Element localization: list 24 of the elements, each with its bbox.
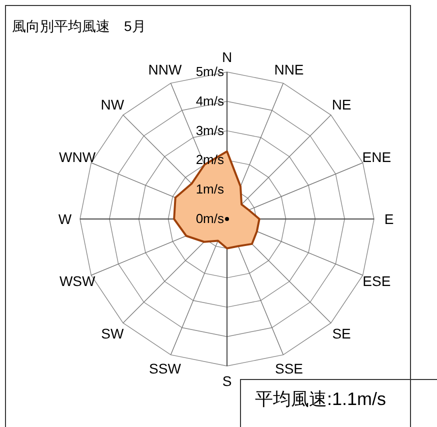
category-label: WSW	[59, 273, 96, 289]
category-label: NE	[332, 96, 352, 112]
category-label: S	[222, 373, 232, 389]
category-label: ESE	[362, 273, 391, 289]
category-label: SSE	[274, 360, 303, 377]
tick-label: 5m/s	[196, 64, 224, 79]
category-label: NW	[100, 96, 124, 112]
category-label: SE	[332, 326, 351, 342]
annotation: 平均風速:1.1m/s	[255, 389, 386, 409]
category-label: ENE	[362, 149, 392, 165]
category-label: N	[222, 49, 232, 65]
category-label: W	[58, 211, 72, 227]
category-label: SSW	[149, 360, 181, 377]
category-label: SW	[101, 326, 124, 342]
category-label: WNW	[59, 149, 96, 165]
category-label: NNE	[274, 61, 304, 78]
tick-label: 0m/s	[196, 211, 224, 226]
tick-label: 2m/s	[196, 152, 224, 168]
tick-label: 1m/s	[196, 182, 224, 197]
tick-label: 3m/s	[196, 122, 224, 138]
category-label: E	[384, 211, 394, 227]
category-label: NNW	[148, 61, 182, 78]
tick-label: 4m/s	[196, 93, 224, 108]
title: 風向別平均風速 5月	[12, 18, 146, 34]
